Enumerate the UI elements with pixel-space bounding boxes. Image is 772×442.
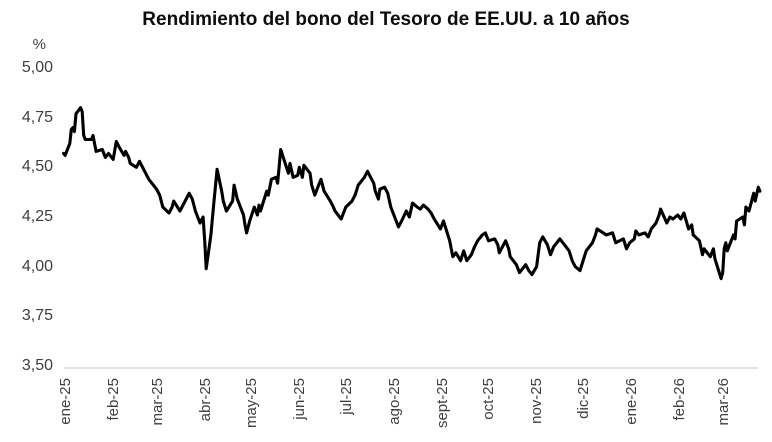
y-tick-label: 4,50 — [21, 158, 53, 176]
y-tick-label: 5,00 — [21, 59, 53, 76]
yield-line-series — [62, 106, 762, 281]
chart-title: Rendimiento del bono del Tesoro de EE.UU… — [142, 9, 630, 30]
y-tick-label: 4,00 — [21, 257, 53, 275]
y-axis-unit-label: % — [32, 36, 46, 53]
y-tick-label: 4,25 — [21, 208, 53, 225]
y-tick-label: 3,75 — [21, 307, 53, 325]
y-tick-label: 3,50 — [21, 357, 53, 374]
y-tick-label: 4,75 — [21, 108, 53, 126]
